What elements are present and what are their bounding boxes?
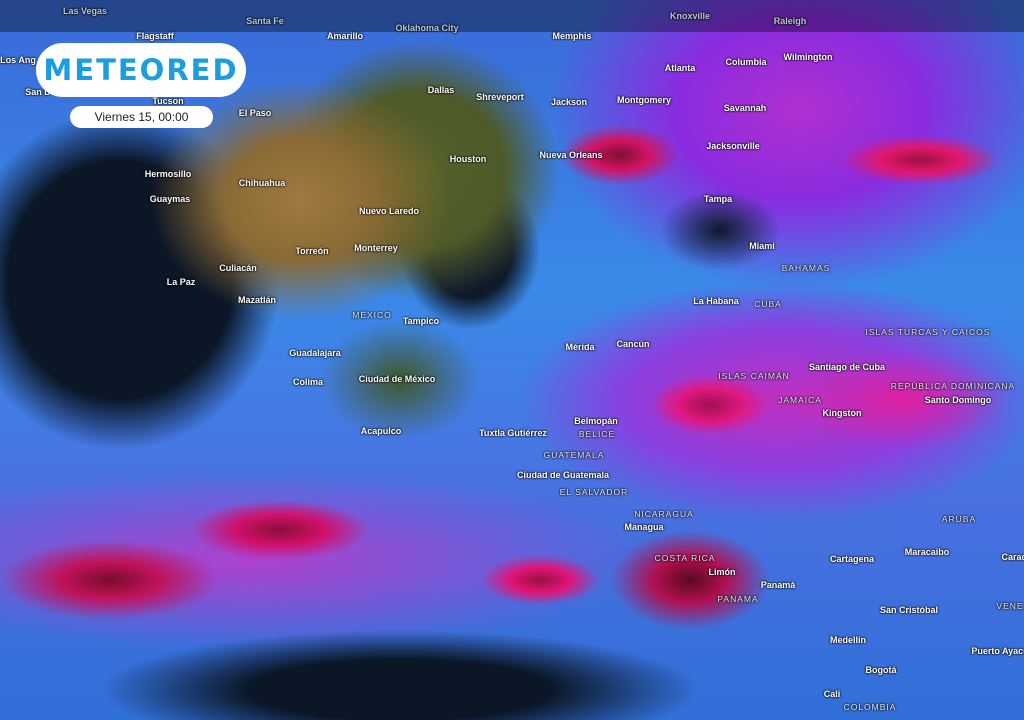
forecast-time-badge: Viernes 15, 00:00: [70, 106, 213, 128]
country-label: COSTA RICA: [654, 553, 716, 563]
city-label: Limón: [708, 567, 736, 577]
city-label: El Paso: [238, 108, 272, 118]
country-label: GUATEMALA: [543, 450, 605, 460]
country-label: JAMAICA: [778, 395, 822, 405]
city-label: Jacksonville: [706, 141, 760, 151]
country-label: ISLAS TURCAS Y CAICOS: [865, 327, 991, 337]
city-label: Guaymas: [149, 194, 191, 204]
country-label: COLOMBIA: [843, 702, 897, 712]
city-label: Cancún: [616, 339, 650, 349]
city-label: Cali: [823, 689, 841, 699]
city-label: Carac: [1001, 552, 1024, 562]
city-label: Santo Domingo: [924, 395, 992, 405]
city-label: Kingston: [822, 408, 862, 418]
logo-text: METEORED: [43, 53, 239, 87]
city-label: Las Vegas: [62, 6, 108, 16]
city-label: Panamá: [760, 580, 796, 590]
country-label: VENE: [996, 601, 1024, 611]
city-label: Belmopán: [574, 416, 618, 426]
city-label: Tucson: [152, 96, 184, 106]
city-label: Jackson: [550, 97, 588, 107]
city-label: Torreón: [295, 246, 329, 256]
city-label: Tampico: [402, 316, 440, 326]
city-label: Guadalajara: [289, 348, 341, 358]
country-label: NICARAGUA: [634, 509, 694, 519]
city-label: Tampa: [703, 194, 733, 204]
country-label: ISLAS CAIMÁN: [718, 371, 790, 381]
country-label: REPÚBLICA DOMINICANA: [890, 381, 1016, 391]
city-label: Wilmington: [783, 52, 833, 62]
city-label: Atlanta: [664, 63, 696, 73]
city-label: Maracaibo: [904, 547, 950, 557]
city-label: Los Ang: [0, 55, 36, 65]
city-label: Medellín: [829, 635, 867, 645]
map-top-band: [0, 0, 1024, 32]
city-label: Managua: [624, 522, 664, 532]
meteored-logo[interactable]: METEORED: [36, 43, 246, 97]
city-label: Puerto Ayacu: [971, 646, 1024, 656]
city-label: Ciudad de Guatemala: [516, 470, 610, 480]
city-label: San Cristóbal: [879, 605, 939, 615]
city-label: Amarillo: [326, 31, 364, 41]
city-label: Montgomery: [617, 95, 671, 105]
city-label: Mérida: [565, 342, 595, 352]
city-label: Tuxtla Gutiérrez: [479, 428, 547, 438]
city-label: Cartagena: [829, 554, 875, 564]
city-label: Memphis: [552, 31, 592, 41]
city-label: Nueva Orleans: [539, 150, 603, 160]
city-label: Oklahoma City: [395, 23, 459, 33]
country-label: BELICE: [578, 429, 616, 439]
city-label: Chihuahua: [238, 178, 286, 188]
country-label: CUBA: [754, 299, 782, 309]
country-label: BAHAMAS: [781, 263, 831, 273]
city-label: Mazatlán: [237, 295, 277, 305]
city-label: Colima: [292, 377, 324, 387]
city-label: La Habana: [693, 296, 739, 306]
city-label: Houston: [449, 154, 487, 164]
city-label: Savannah: [723, 103, 767, 113]
city-label: Hermosillo: [144, 169, 192, 179]
city-label: Miami: [749, 241, 775, 251]
country-label: EL SALVADOR: [559, 487, 629, 497]
city-label: Acapulco: [360, 426, 402, 436]
forecast-time-label: Viernes 15, 00:00: [94, 110, 189, 124]
city-label: Raleigh: [773, 16, 807, 26]
city-label: Columbia: [725, 57, 767, 67]
city-label: Bogotá: [865, 665, 897, 675]
city-label: Culiacán: [219, 263, 257, 273]
city-label: Nuevo Laredo: [358, 206, 420, 216]
country-label: ARUBA: [941, 514, 977, 524]
city-label: Santiago de Cuba: [808, 362, 886, 372]
city-label: Monterrey: [354, 243, 398, 253]
city-label: Shreveport: [476, 92, 524, 102]
city-label: Flagstaff: [136, 31, 174, 41]
city-label: Dallas: [427, 85, 455, 95]
city-label: Ciudad de México: [358, 374, 436, 384]
city-label: La Paz: [166, 277, 196, 287]
city-label: San D: [25, 87, 51, 97]
country-label: PANAMA: [717, 594, 759, 604]
country-label: MÉXICO: [352, 310, 392, 320]
city-label: Santa Fe: [246, 16, 284, 26]
city-label: Knoxville: [669, 11, 711, 21]
